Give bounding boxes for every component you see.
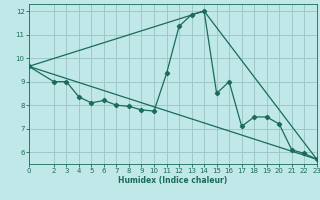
X-axis label: Humidex (Indice chaleur): Humidex (Indice chaleur) [118,176,228,185]
